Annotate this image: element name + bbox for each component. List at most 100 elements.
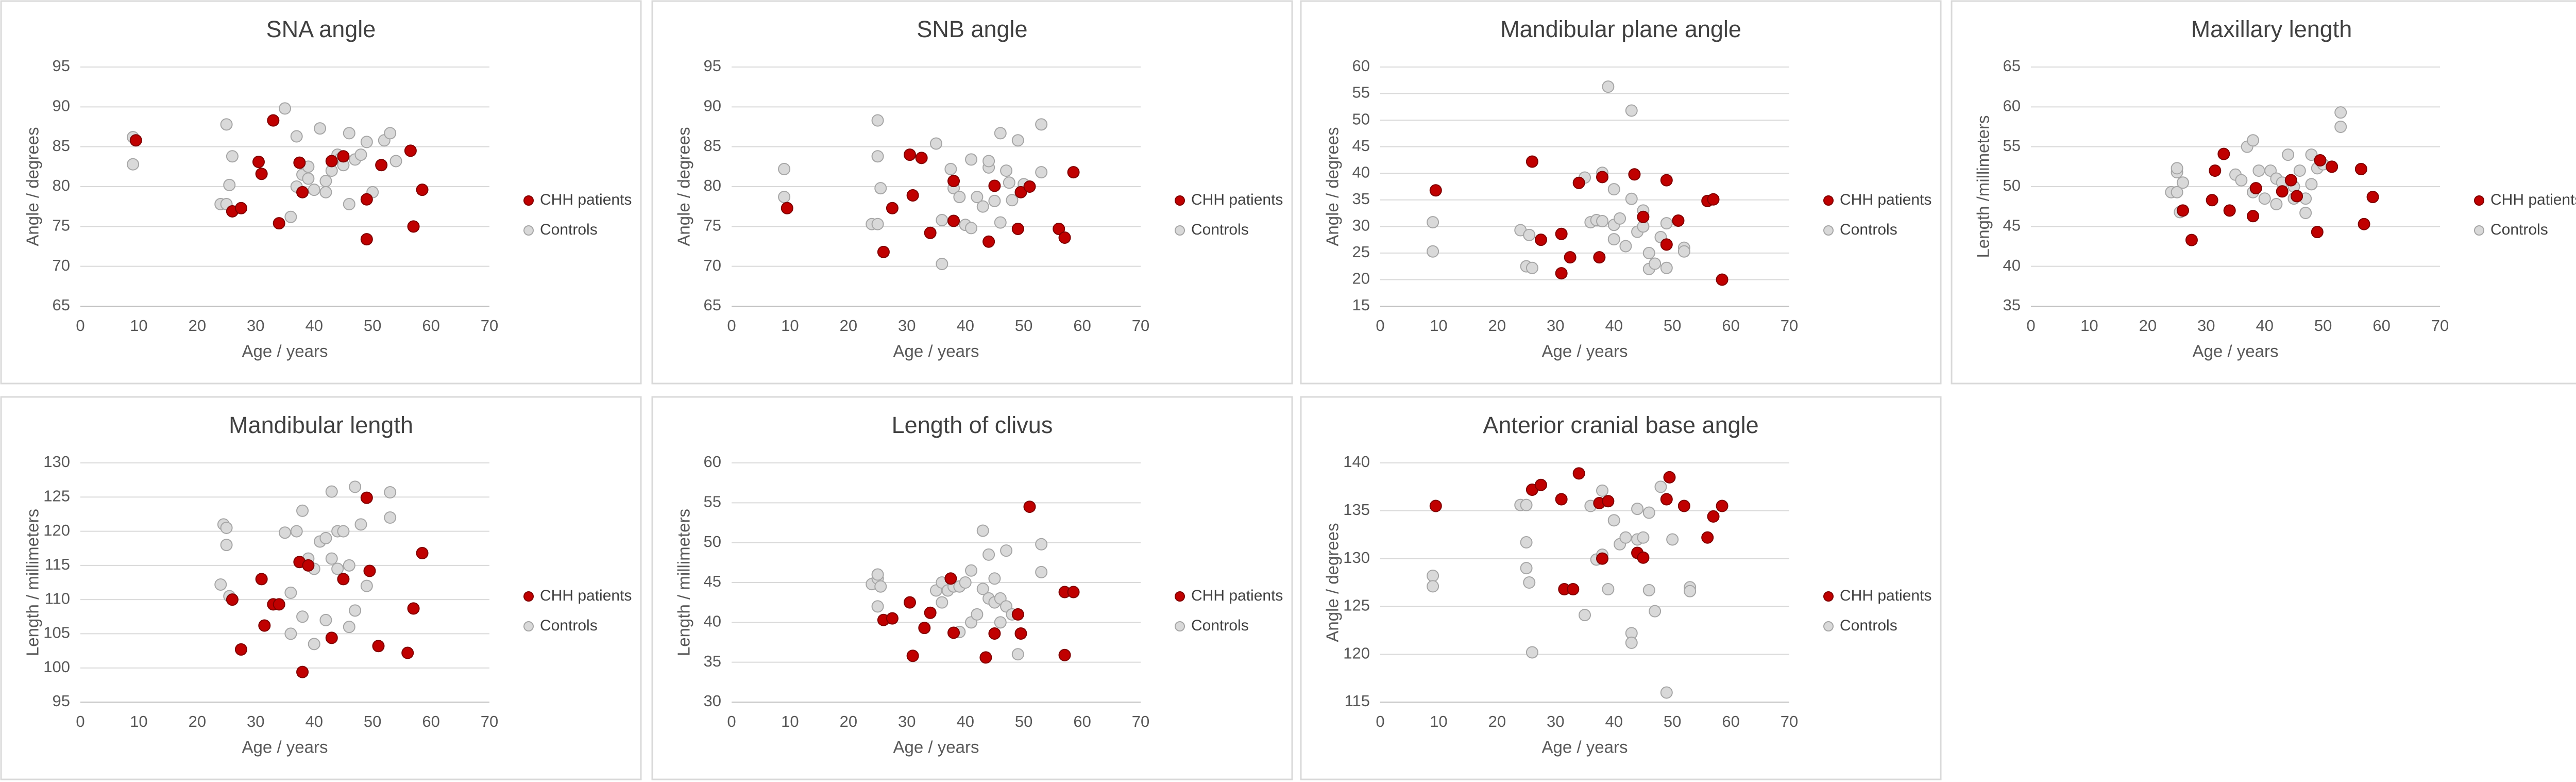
y-tick-label: 130 (1343, 548, 1370, 567)
data-point (337, 525, 350, 538)
legend-marker (523, 225, 534, 236)
legend-marker (523, 621, 534, 631)
data-point (1000, 164, 1013, 177)
data-point (1619, 531, 1632, 544)
data-point (979, 651, 992, 664)
data-point (1596, 215, 1609, 228)
data-point (319, 613, 332, 626)
y-tick-label: 95 (53, 692, 70, 710)
data-point (1637, 210, 1650, 223)
data-point (343, 127, 355, 140)
legend-marker (1175, 621, 1185, 631)
x-tick-label: 10 (130, 317, 147, 335)
data-point (1534, 234, 1547, 246)
x-tick-label: 60 (1722, 712, 1739, 730)
data-point (953, 191, 966, 204)
data-point (1053, 222, 1065, 235)
data-point (296, 186, 309, 198)
data-point (2305, 178, 2318, 191)
y-tick-label: 60 (1352, 57, 1370, 75)
data-point (886, 202, 899, 214)
data-point (778, 162, 791, 175)
data-point (903, 148, 916, 161)
panel-frame (651, 396, 1293, 780)
chart-title: Maxillary length (2191, 16, 2352, 42)
x-tick-label: 0 (1376, 712, 1384, 730)
x-tick-label: 50 (1664, 317, 1681, 335)
x-axis-label: Age / years (1542, 342, 1628, 361)
data-point (284, 627, 297, 640)
x-tick-label: 0 (76, 712, 84, 730)
x-tick-label: 30 (2197, 317, 2215, 335)
data-point (129, 134, 142, 147)
y-tick-label: 35 (704, 652, 721, 670)
x-tick-label: 60 (1722, 317, 1739, 335)
data-point (1619, 240, 1632, 253)
data-point (1429, 500, 1442, 512)
data-point (1637, 551, 1650, 564)
data-point (2171, 186, 2183, 198)
data-point (1035, 166, 1048, 179)
y-tick-label: 120 (1343, 644, 1370, 662)
data-point (349, 480, 362, 493)
data-point (874, 182, 887, 195)
data-point (959, 576, 972, 589)
data-point (988, 627, 1001, 640)
data-point (2252, 164, 2265, 177)
data-point (1014, 186, 1027, 198)
legend-label: Controls (2490, 221, 2548, 238)
data-point (343, 621, 355, 634)
y-tick-label: 135 (1343, 501, 1370, 519)
data-point (372, 640, 385, 653)
legend-marker (523, 591, 534, 602)
data-point (273, 217, 285, 230)
y-tick-label: 140 (1343, 453, 1370, 471)
chart-panel: Mandibular plane angle 15 20 25 30 35 40 45 50 55… (1300, 0, 1942, 385)
data-point (284, 586, 297, 599)
data-point (1011, 608, 1024, 621)
data-point (1000, 544, 1013, 557)
x-tick-label: 0 (2026, 317, 2035, 335)
data-point (2311, 226, 2324, 239)
x-tick-label: 30 (247, 317, 264, 335)
data-point (234, 643, 247, 656)
x-tick-label: 70 (1781, 317, 1798, 335)
data-point (965, 222, 978, 235)
chart-title: SNA angle (266, 16, 376, 42)
data-point (936, 596, 948, 609)
y-tick-label: 70 (704, 256, 721, 274)
data-point (871, 600, 884, 613)
x-tick-label: 70 (481, 712, 498, 730)
x-tick-label: 60 (422, 712, 439, 730)
data-point (2305, 148, 2318, 161)
data-point (360, 233, 373, 246)
x-tick-label: 70 (1132, 317, 1149, 335)
data-point (1035, 538, 1048, 551)
x-tick-label: 20 (189, 317, 206, 335)
x-tick-label: 10 (1430, 712, 1447, 730)
data-point (947, 175, 960, 188)
data-point (924, 226, 937, 239)
data-point (220, 118, 233, 131)
legend-marker (1823, 195, 1834, 206)
x-tick-label: 0 (727, 317, 736, 335)
data-point (1593, 251, 1606, 264)
data-point (1427, 216, 1439, 229)
data-point (1006, 194, 1019, 207)
data-point (220, 521, 233, 534)
legend-marker (1175, 195, 1185, 206)
y-tick-label: 30 (1352, 217, 1370, 235)
legend-label: CHH patients (1840, 587, 1931, 604)
panel-frame (651, 0, 1293, 385)
data-point (302, 172, 315, 185)
data-point (1614, 212, 1626, 225)
data-point (1707, 193, 1720, 206)
legend-marker (523, 195, 534, 206)
data-point (2249, 182, 2262, 195)
y-tick-label: 40 (1352, 163, 1370, 181)
data-point (343, 198, 355, 211)
legend-label: Controls (1840, 221, 1897, 238)
data-point (906, 650, 919, 662)
data-point (965, 564, 978, 577)
data-point (903, 596, 916, 609)
